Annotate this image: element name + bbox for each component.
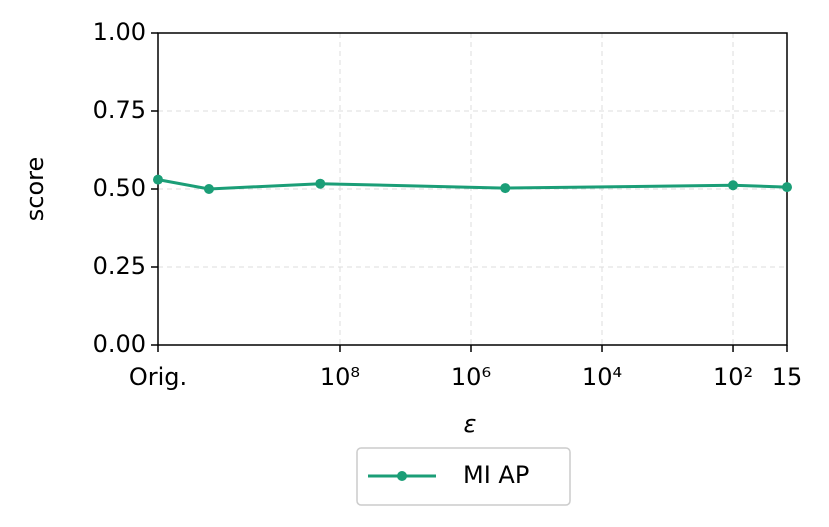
y-axis-label: score bbox=[21, 157, 49, 222]
legend-label: MI AP bbox=[463, 461, 529, 489]
y-tick-label: 0.50 bbox=[93, 174, 146, 202]
marker bbox=[782, 182, 792, 193]
marker bbox=[728, 180, 739, 191]
x-tick-label: 10² bbox=[713, 363, 753, 391]
marker bbox=[153, 174, 163, 185]
y-tick-label: 0.75 bbox=[93, 96, 146, 124]
legend-marker bbox=[397, 471, 407, 481]
y-tick-label: 1.00 bbox=[93, 18, 146, 46]
x-tick-label: Orig. bbox=[129, 363, 187, 391]
marker bbox=[500, 183, 511, 194]
x-tick-label: 10⁶ bbox=[451, 363, 491, 391]
marker bbox=[315, 178, 326, 189]
x-tick-label: 15 bbox=[772, 363, 803, 391]
legend-box bbox=[356, 447, 571, 506]
x-tick-label: 10⁸ bbox=[320, 363, 360, 391]
marker bbox=[203, 184, 214, 194]
y-tick-label: 0.25 bbox=[93, 252, 146, 280]
line bbox=[157, 178, 788, 191]
x-axis-label: ε bbox=[464, 410, 477, 438]
x-tick-label: 10⁴ bbox=[582, 363, 622, 391]
y-tick-label: 0.00 bbox=[93, 330, 146, 358]
